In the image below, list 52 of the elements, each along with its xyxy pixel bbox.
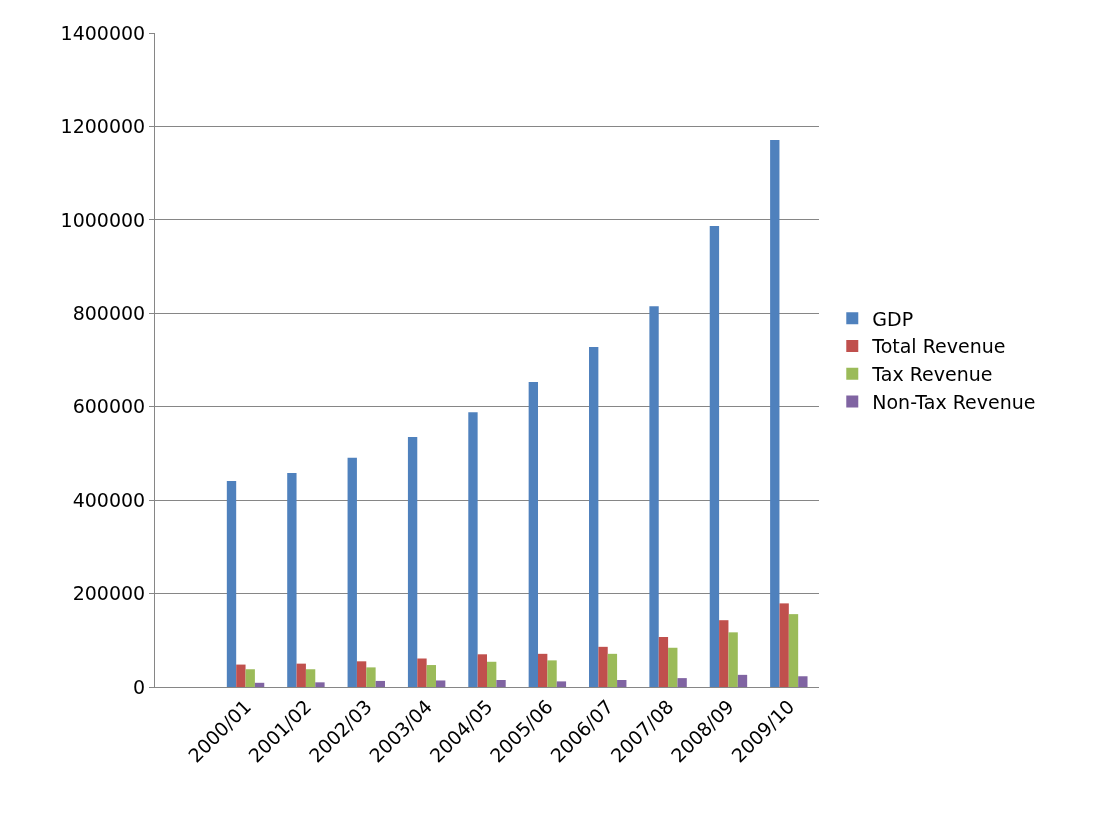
bar	[477, 654, 487, 687]
y-tick-label: 1200000	[60, 115, 146, 138]
bar	[737, 674, 748, 687]
bar	[556, 681, 567, 687]
bar	[649, 306, 659, 687]
y-tick-label: 1400000	[60, 21, 146, 44]
y-tick-label: 800000	[72, 301, 146, 324]
bar	[677, 678, 687, 687]
bar	[528, 381, 539, 687]
bar	[356, 661, 367, 687]
legend-label: Tax Revenue	[871, 363, 993, 386]
bar	[658, 637, 669, 687]
bar	[798, 676, 808, 687]
y-tick-label: 200000	[72, 582, 146, 605]
bar	[788, 614, 799, 687]
bar	[770, 139, 780, 687]
bar	[417, 658, 427, 687]
y-tick-label: 600000	[72, 395, 146, 418]
bar	[407, 437, 418, 687]
bar	[547, 660, 557, 687]
bar	[287, 473, 297, 687]
bar	[236, 664, 246, 687]
bar	[668, 647, 678, 687]
bar	[496, 679, 506, 687]
bar	[589, 346, 599, 687]
bar	[728, 632, 738, 687]
bar	[375, 680, 385, 687]
bar	[719, 620, 729, 687]
bar	[226, 480, 237, 687]
y-tick-label: 400000	[72, 488, 146, 511]
bar	[617, 679, 627, 687]
bar	[305, 669, 316, 687]
bar	[347, 457, 357, 687]
y-tick-label: 0	[133, 675, 146, 698]
bar	[709, 225, 720, 687]
legend-label: Total Revenue	[871, 335, 1006, 358]
bar	[315, 682, 325, 687]
y-tick-label: 1000000	[60, 208, 146, 231]
bar	[468, 412, 478, 687]
bar	[296, 663, 306, 687]
bar	[538, 653, 548, 687]
bar	[254, 682, 265, 687]
legend-label: GDP	[872, 307, 914, 330]
bar	[435, 680, 446, 687]
bar	[598, 646, 608, 687]
bar	[426, 665, 436, 687]
bar	[487, 661, 497, 687]
bar	[779, 603, 789, 687]
bar	[245, 669, 255, 687]
bar	[607, 653, 618, 687]
legend-label: Non-Tax Revenue	[872, 390, 1036, 413]
bar	[366, 667, 376, 687]
